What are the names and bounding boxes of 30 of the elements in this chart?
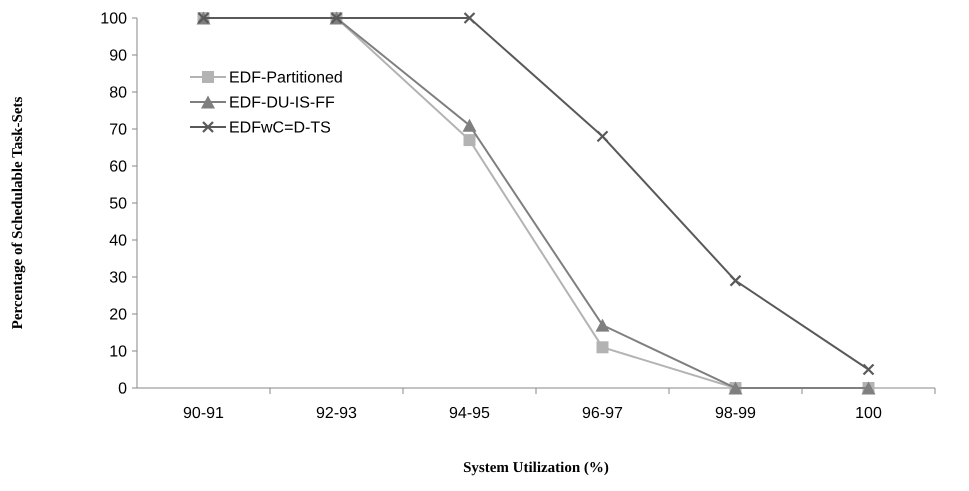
point — [596, 341, 608, 354]
y-tick-label: 80 — [109, 84, 128, 102]
y-tick-label: 10 — [109, 344, 128, 361]
legend-label: EDFwC=D-TS — [229, 120, 331, 137]
x-axis-title: System Utilization (%) — [463, 460, 609, 476]
y-tick-label: 90 — [109, 48, 128, 65]
point — [596, 318, 610, 332]
point — [464, 134, 476, 146]
y-tick-label: 20 — [109, 306, 128, 324]
x-tick-label: 96-97 — [582, 405, 624, 422]
point — [463, 12, 476, 24]
y-tick-label: 50 — [109, 196, 128, 213]
point — [462, 118, 476, 132]
x-tick-label: 94-95 — [449, 405, 490, 422]
y-tick-label: 0 — [118, 380, 128, 398]
y-tick-label: 40 — [109, 232, 128, 250]
legend-label: EDF-DU-IS-FF — [229, 94, 335, 112]
legend-label: EDF-Partitioned — [229, 70, 343, 87]
y-tick-label: 100 — [100, 10, 128, 28]
x-tick-label: 100 — [855, 405, 882, 422]
point — [729, 274, 742, 287]
x-tick-label: 90-91 — [183, 405, 224, 422]
y-axis-title: Percentage of Schedulable Task-Sets — [10, 96, 26, 330]
y-tick-label: 70 — [109, 122, 128, 139]
point — [862, 363, 875, 376]
x-tick-label: 98-99 — [715, 405, 756, 422]
x-tick-label: 92-93 — [316, 405, 358, 422]
y-tick-label: 60 — [109, 158, 128, 176]
y-tick-label: 30 — [109, 270, 128, 287]
point — [596, 130, 609, 142]
